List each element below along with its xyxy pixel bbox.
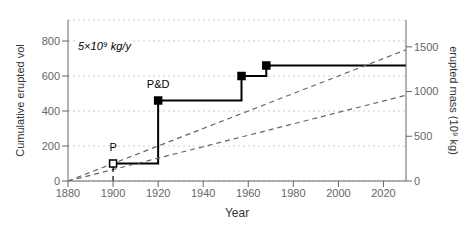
svg-text:Cumulative erupted vol: Cumulative erupted vol (14, 44, 26, 157)
svg-text:P&D: P&D (147, 78, 170, 90)
svg-text:600: 600 (42, 70, 60, 82)
svg-text:0: 0 (414, 175, 420, 187)
svg-text:1920: 1920 (146, 187, 170, 199)
svg-text:erupted mass (10⁹ kg): erupted mass (10⁹ kg) (448, 46, 460, 155)
svg-text:1960: 1960 (236, 187, 260, 199)
svg-text:P: P (109, 141, 116, 153)
svg-text:Year: Year (225, 206, 249, 220)
svg-text:2000: 2000 (326, 187, 350, 199)
svg-text:1900: 1900 (101, 187, 125, 199)
svg-text:2020: 2020 (371, 187, 395, 199)
svg-text:400: 400 (42, 105, 60, 117)
svg-text:1880: 1880 (56, 187, 80, 199)
svg-text:1980: 1980 (281, 187, 305, 199)
svg-text:1940: 1940 (191, 187, 215, 199)
html-text:5×10⁹ kg/y: 5×10⁹ kg/y (78, 40, 131, 52)
svg-text:1500: 1500 (414, 41, 438, 53)
svg-text:200: 200 (42, 140, 60, 152)
svg-text:800: 800 (42, 35, 60, 47)
svg-text:500: 500 (414, 130, 432, 142)
svg-text:1000: 1000 (414, 85, 438, 97)
svg-text:0: 0 (54, 175, 60, 187)
